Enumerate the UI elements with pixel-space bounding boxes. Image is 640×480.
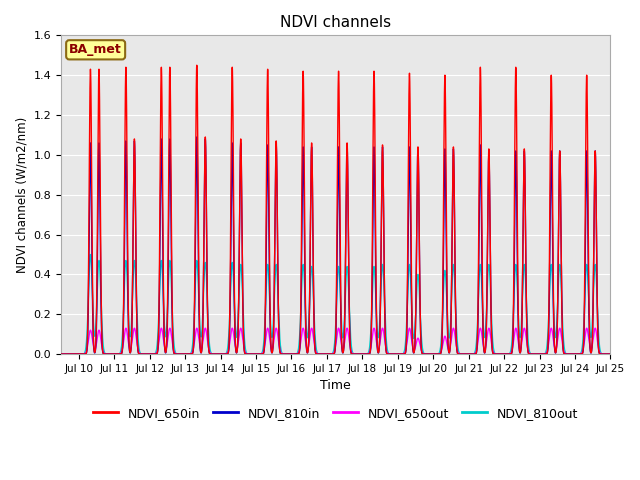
Y-axis label: NDVI channels (W/m2/nm): NDVI channels (W/m2/nm)	[15, 117, 28, 273]
Legend: NDVI_650in, NDVI_810in, NDVI_650out, NDVI_810out: NDVI_650in, NDVI_810in, NDVI_650out, NDV…	[88, 402, 583, 425]
Title: NDVI channels: NDVI channels	[280, 15, 391, 30]
Text: BA_met: BA_met	[69, 43, 122, 56]
X-axis label: Time: Time	[321, 379, 351, 392]
